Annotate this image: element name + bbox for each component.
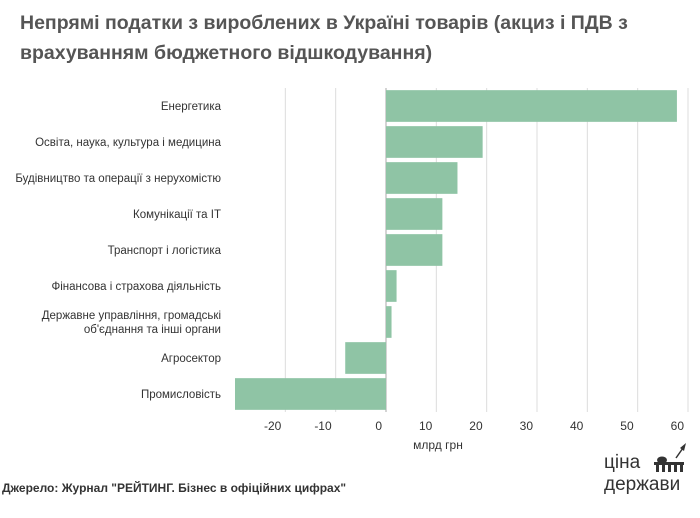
- bar-chart: Енергетика Освіта, наука, культура і меди…: [15, 88, 689, 452]
- bars: [235, 90, 677, 410]
- bar: [386, 270, 397, 302]
- x-tick-label: -10: [314, 419, 332, 433]
- category-label: Освіта, наука, культура і медицина: [35, 137, 221, 149]
- bar: [386, 162, 458, 194]
- x-tick-labels: -20 -10 0 10 20 30 40 50 60: [264, 419, 684, 433]
- bar: [386, 234, 443, 266]
- category-label: Транспорт і логістика: [108, 245, 222, 257]
- bar: [386, 90, 677, 122]
- x-axis-label: млрд грн: [413, 438, 463, 452]
- bar: [386, 198, 443, 230]
- x-tick-label: 50: [620, 419, 634, 433]
- source-note: Джерело: Журнал "РЕЙТИНГ. Бізнес в офіці…: [2, 481, 347, 495]
- chart-title: Непрямі податки з вироблених в Україні т…: [20, 12, 628, 64]
- x-tick-label: 20: [469, 419, 483, 433]
- x-tick-label: 0: [375, 419, 382, 433]
- bar: [386, 126, 483, 158]
- category-labels: Енергетика Освіта, наука, культура і меди…: [15, 101, 221, 401]
- logo: ціна держави: [604, 440, 690, 504]
- x-tick-label: 60: [671, 419, 685, 433]
- x-tick-label: -20: [264, 419, 282, 433]
- bar: [235, 378, 386, 410]
- category-label: Державне управління, громадські об'єднанн…: [42, 310, 221, 336]
- logo-word-1: ціна: [604, 452, 641, 473]
- category-label: Енергетика: [161, 101, 222, 113]
- category-label: Комунікації та IT: [133, 209, 221, 221]
- logo-word-2: держави: [604, 474, 681, 495]
- category-label: Фінансова і страхова діяльність: [52, 281, 222, 293]
- category-label: Агросектор: [161, 353, 221, 365]
- bar: [345, 342, 386, 374]
- x-tick-label: 30: [520, 419, 534, 433]
- category-label: Промисловість: [141, 389, 221, 401]
- x-tick-label: 40: [570, 419, 584, 433]
- category-label: Будівництво та операції з нерухомістю: [15, 173, 221, 185]
- x-tick-label: 10: [419, 419, 433, 433]
- logo-building-icon: [654, 443, 686, 472]
- bar: [386, 306, 392, 338]
